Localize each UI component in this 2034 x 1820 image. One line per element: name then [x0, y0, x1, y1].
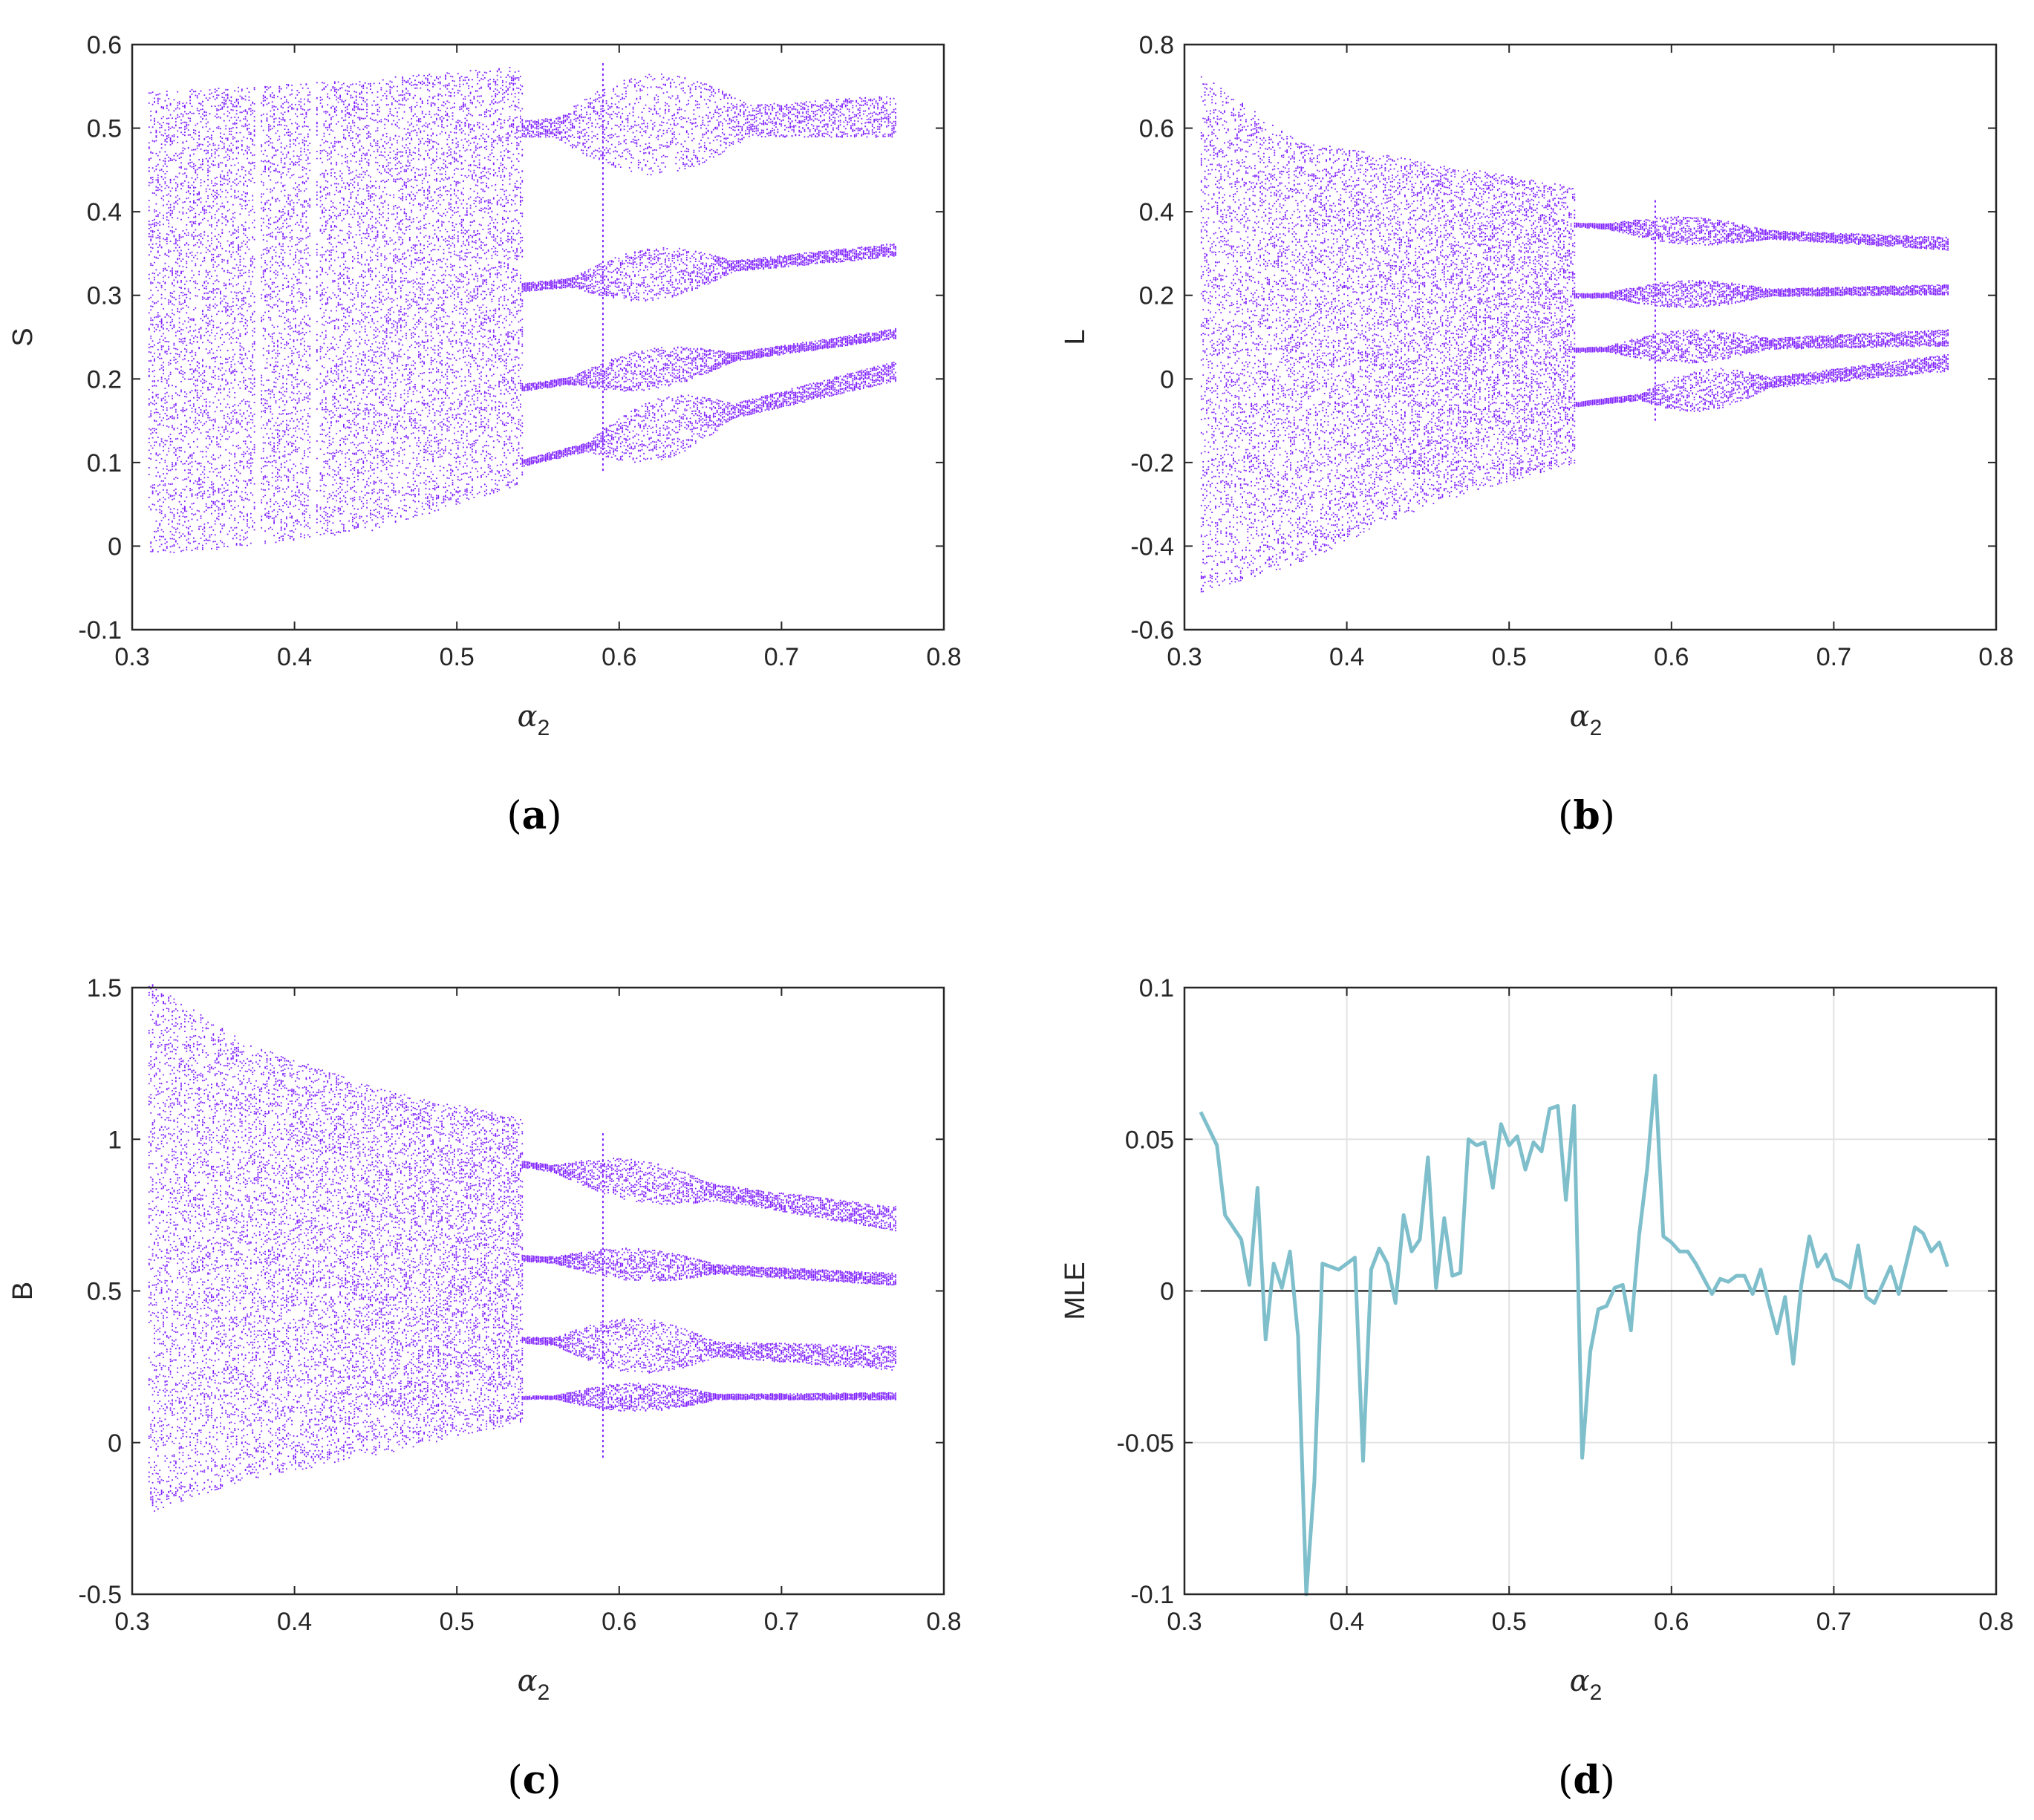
scatter-points-c	[148, 984, 896, 1512]
x-tick-label: 0.3	[1167, 643, 1202, 671]
y-tick-label: -0.05	[1117, 1429, 1175, 1458]
x-tick-label: 0.7	[1816, 1608, 1851, 1636]
y-axis-label-a: S	[7, 327, 39, 346]
x-tick-label: 0.4	[1329, 1608, 1364, 1636]
y-tick-label: -0.1	[78, 616, 122, 645]
x-tick-label: 0.7	[764, 643, 799, 671]
y-tick-label: 0.4	[87, 198, 122, 226]
chart-panel-a: 0.3 0.4 0.5 0.6 0.7 0.8 -0.1 0 0.1 0.2 0.3 0.4 0.5 0.…	[7, 31, 962, 838]
panel-label-d: (d)	[1558, 1758, 1615, 1803]
x-axis-label-d: α2	[1570, 1664, 1603, 1705]
y-axis-label-d: MLE	[1060, 1262, 1091, 1320]
x-tick-label: 0.3	[114, 1608, 149, 1636]
x-tick-label: 0.6	[1654, 643, 1689, 671]
y-tick-label: 0.1	[1139, 974, 1174, 1002]
y-tick-label: 0.3	[87, 282, 122, 310]
y-tick-label: -0.4	[1130, 532, 1174, 561]
y-tick-label: 0.5	[87, 1278, 122, 1306]
y-tick-label: 1.5	[87, 974, 122, 1002]
x-axis-label-a: α2	[518, 699, 550, 740]
bifurcation-scatter-c	[148, 984, 896, 1512]
y-tick-label: -0.5	[78, 1581, 122, 1609]
bifurcation-scatter-b	[1200, 76, 1949, 593]
x-tick-label: 0.8	[1978, 643, 2013, 671]
x-axis-label-symbol-c: α	[518, 1664, 538, 1698]
y-tick-label: 0.2	[87, 365, 122, 394]
panel-label-a: (a)	[506, 793, 561, 838]
x-tick-label: 0.5	[1492, 643, 1527, 671]
y-tick-label: -0.2	[1130, 449, 1174, 477]
y-axis-label-b: L	[1060, 329, 1091, 345]
mle-line-layer	[1199, 1074, 1949, 1596]
y-tick-label: 0.5	[87, 115, 122, 143]
x-tick-label: 0.5	[440, 643, 475, 671]
x-tick-label: 0.7	[1816, 643, 1851, 671]
x-tick-label: 0.3	[1167, 1608, 1202, 1636]
y-tick-label: -0.6	[1130, 616, 1174, 645]
y-tick-label: 0	[108, 1429, 122, 1458]
x-tick-label: 0.7	[764, 1608, 799, 1636]
x-axis-label-sub-d: 2	[1590, 1680, 1603, 1705]
y-tick-label: 0.05	[1125, 1126, 1174, 1154]
panel-label-b: (b)	[1558, 793, 1615, 838]
y-tick-label: 0.8	[1139, 31, 1174, 59]
x-tick-label: 0.8	[926, 1608, 961, 1636]
chart-panel-b: 0.3 0.4 0.5 0.6 0.7 0.8 -0.6 -0.4 -0.2 0 0.2 0.4 0.6…	[1060, 31, 2014, 838]
scatter-points-b	[1200, 76, 1949, 593]
panel-label-letter-d: d	[1573, 1758, 1600, 1803]
scatter-points-a	[148, 67, 896, 553]
panel-label-c: (c)	[507, 1758, 561, 1803]
x-axis-label-sub-a: 2	[538, 716, 550, 740]
x-axis-label-c: α2	[518, 1664, 550, 1705]
x-axis-label-symbol-b: α	[1570, 699, 1590, 734]
axes-frame-b	[1183, 43, 1998, 631]
axes-frame-c	[131, 986, 945, 1596]
x-tick-label: 0.4	[1329, 643, 1364, 671]
y-tick-label: 0.1	[87, 449, 122, 477]
x-axis-label-symbol-d: α	[1570, 1664, 1590, 1698]
y-tick-label: 1	[108, 1126, 122, 1154]
x-tick-label: 0.4	[277, 1608, 312, 1636]
x-tick-label: 0.6	[602, 643, 636, 671]
panel-label-letter-b: b	[1573, 793, 1600, 838]
x-tick-label: 0.5	[440, 1608, 475, 1636]
x-tick-label: 0.4	[277, 643, 312, 671]
x-tick-label: 0.3	[114, 643, 149, 671]
mle-series-line	[1199, 1074, 1949, 1596]
x-axis-label-sub-c: 2	[538, 1680, 550, 1705]
y-tick-label: 0	[1160, 365, 1174, 394]
panel-label-letter-c: c	[523, 1758, 547, 1803]
x-tick-label: 0.6	[1654, 1608, 1689, 1636]
panel-label-letter-a: a	[522, 793, 547, 838]
x-tick-label: 0.8	[926, 643, 961, 671]
y-tick-label: 0	[1160, 1278, 1174, 1306]
x-axis-label-symbol-a: α	[518, 699, 538, 734]
y-tick-label: 0.2	[1139, 282, 1174, 310]
y-axis-label-c: B	[7, 1282, 39, 1300]
y-tick-label: 0.6	[87, 31, 122, 59]
x-tick-label: 0.8	[1978, 1608, 2013, 1636]
x-tick-label: 0.6	[602, 1608, 636, 1636]
x-axis-label-b: α2	[1570, 699, 1603, 740]
bifurcation-scatter-a	[148, 61, 896, 553]
y-tick-label: 0.6	[1139, 115, 1174, 143]
y-tick-label: -0.1	[1130, 1581, 1174, 1609]
y-tick-label: 0.4	[1139, 198, 1174, 226]
axes-frame-a	[131, 43, 945, 631]
x-axis-label-sub-b: 2	[1590, 716, 1603, 740]
x-tick-label: 0.5	[1492, 1608, 1527, 1636]
chart-panel-c: 0.3 0.4 0.5 0.6 0.7 0.8 -0.5 0 0.5 1 1.5 B α2 (c)	[7, 974, 962, 1803]
y-tick-label: 0	[108, 532, 122, 561]
